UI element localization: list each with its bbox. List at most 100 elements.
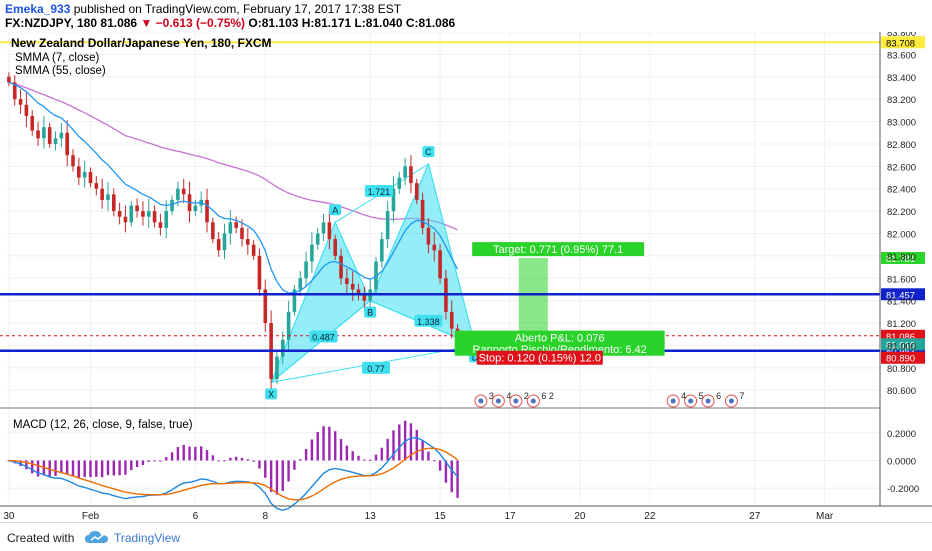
- tradingview-brand[interactable]: TradingView: [114, 531, 181, 545]
- event-marker-dot: [670, 398, 676, 404]
- candle-body: [234, 222, 238, 228]
- macd-histogram-bar: [211, 455, 215, 461]
- pattern-point-badge: [265, 388, 278, 400]
- time-tick-label: 22: [644, 511, 656, 522]
- macd-histogram-bar: [392, 430, 395, 461]
- price-tick-label: 82.400: [887, 185, 916, 196]
- candle-body: [374, 261, 378, 290]
- price-tag-label: 80.890: [886, 354, 915, 365]
- pattern-point-label: A: [332, 205, 338, 215]
- candles: [7, 72, 460, 391]
- pattern-point-badge: [422, 146, 435, 158]
- event-count-label: 4: [681, 391, 686, 401]
- event-markers: 3 4 2 6 2 4 5 6 7: [474, 391, 744, 408]
- chart-header: Emeka_933 published on TradingView.com, …: [0, 0, 932, 32]
- price-tag: [881, 252, 925, 265]
- macd-tick-label: 0.2000: [887, 429, 916, 440]
- macd-histogram-bar: [264, 460, 267, 478]
- candle-body: [327, 222, 332, 240]
- price-tick-label: 82.000: [887, 229, 916, 240]
- candle-body: [240, 227, 244, 240]
- candle-body: [71, 155, 75, 167]
- candle-body: [123, 216, 128, 223]
- publish-line: Emeka_933 published on TradingView.com, …: [5, 2, 401, 16]
- author-link[interactable]: Emeka_933: [5, 2, 71, 16]
- candle-body: [7, 76, 11, 83]
- macd-histogram-bar: [100, 460, 104, 478]
- time-tick-label: 20: [574, 511, 586, 522]
- pattern-point-badge: [329, 204, 342, 216]
- price-tick-label: 82.600: [887, 162, 916, 173]
- footer: Created with TradingView: [0, 522, 932, 551]
- time-tick-label: Mar: [816, 511, 834, 522]
- level-tag: [881, 288, 925, 301]
- macd-histogram-bar: [60, 460, 63, 474]
- candle-body: [146, 211, 151, 217]
- macd-histogram-bar: [450, 460, 453, 493]
- price-tag-label: 81.086: [886, 332, 915, 343]
- macd-histogram-bar: [95, 460, 98, 477]
- macd-histogram-bar: [77, 460, 81, 479]
- price-tick-label: 81.800: [887, 252, 916, 263]
- macd-histogram-bar: [188, 446, 191, 461]
- ohlc-values: O:81.103 H:81.171 L:81.040 C:81.086: [248, 16, 456, 30]
- candle-body: [356, 289, 361, 296]
- candle-body: [321, 222, 326, 234]
- macd-histogram-bar: [380, 447, 384, 461]
- macd-histogram-bar: [153, 460, 156, 462]
- price-change: ▼ −0.613 (−0.75%): [140, 16, 246, 30]
- price-tick-label: 82.800: [887, 140, 916, 151]
- symbol-label: FX:NZDJPY, 180: [5, 16, 98, 30]
- macd-histogram-bar: [334, 431, 337, 461]
- ratio-label: 0.77: [367, 364, 385, 374]
- candle-body: [304, 261, 308, 279]
- candle-body: [176, 188, 180, 200]
- candle-body: [170, 199, 174, 212]
- candle-body: [152, 211, 157, 223]
- candle-body: [216, 239, 221, 251]
- macd-histogram-bar: [281, 460, 284, 491]
- macd-histogram-bar: [135, 460, 139, 467]
- candle-body: [420, 199, 425, 228]
- event-count-label: 7: [739, 391, 744, 401]
- macd-histogram-bar: [170, 452, 174, 461]
- time-tick-label: 8: [263, 511, 269, 522]
- macd-histogram-bar: [427, 451, 430, 461]
- published-text: published on TradingView.com, February 1…: [73, 2, 402, 16]
- ratio-badge: [361, 361, 390, 374]
- candle-body: [391, 188, 396, 212]
- event-count-label: 2: [524, 391, 529, 401]
- macd-histogram-bar: [363, 459, 366, 461]
- candle-body: [315, 233, 320, 245]
- horizontal-levels: 83.70881.45780.95381.78181.08681.01080.8…: [0, 36, 925, 365]
- target-zone: [518, 258, 548, 345]
- candle-body: [181, 188, 186, 195]
- macd-signal-line: [8, 447, 458, 501]
- candle-body: [385, 211, 390, 240]
- target-tag-box: [472, 242, 645, 257]
- price-chart[interactable]: 83.70881.45780.95381.78181.08681.01080.8…: [0, 32, 932, 522]
- macd-histogram-bar: [357, 455, 360, 461]
- macd-histogram-bar: [106, 460, 110, 476]
- candle-body: [397, 177, 402, 189]
- macd-histogram-bar: [36, 460, 40, 477]
- macd-pane: 0.2000 0.0000 -0.2000: [6, 420, 919, 512]
- candle-body: [251, 244, 256, 256]
- price-tick-label: 82.200: [887, 207, 916, 218]
- macd-histogram-bar: [240, 457, 244, 461]
- price-tick-label: 83.400: [887, 73, 916, 84]
- event-marker-dot: [478, 398, 484, 404]
- candle-body: [135, 205, 139, 212]
- event-count-label: 6 2: [541, 391, 554, 401]
- price-tick-label: 80.800: [887, 364, 916, 375]
- event-marker-dot: [705, 398, 711, 404]
- time-tick-label: 30: [3, 511, 15, 522]
- macd-histogram-bar: [374, 454, 378, 461]
- price-tick-label: 83.800: [887, 32, 916, 39]
- candle-body: [432, 244, 437, 251]
- ratio-label: 1.721: [368, 187, 391, 197]
- legend-smma7: SMMA (7, close): [15, 52, 100, 64]
- price-tick-label: 81.000: [887, 341, 916, 352]
- candle-body: [12, 82, 17, 100]
- macd-histogram-bar: [65, 460, 69, 475]
